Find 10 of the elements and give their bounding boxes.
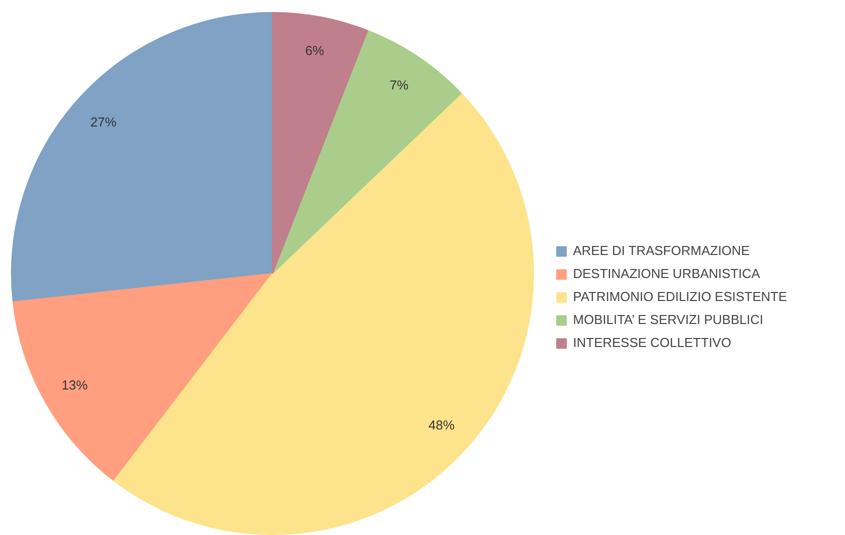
legend-label: MOBILITA’ E SERVIZI PUBBLICI [573, 312, 764, 327]
data-label: 27% [90, 114, 117, 130]
legend-label: AREE DI TRASFORMAZIONE [573, 243, 750, 258]
data-label: 48% [428, 418, 456, 433]
legend-label: DESTINAZIONE URBANISTICA [573, 266, 760, 281]
legend-label: INTERESSE COLLETTIVO [573, 335, 732, 350]
legend-label: PATRIMONIO EDILIZIO ESISTENTE [573, 289, 788, 304]
data-label: 7% [390, 77, 409, 92]
data-label: 13% [62, 377, 88, 392]
data-label: 6% [305, 42, 324, 58]
